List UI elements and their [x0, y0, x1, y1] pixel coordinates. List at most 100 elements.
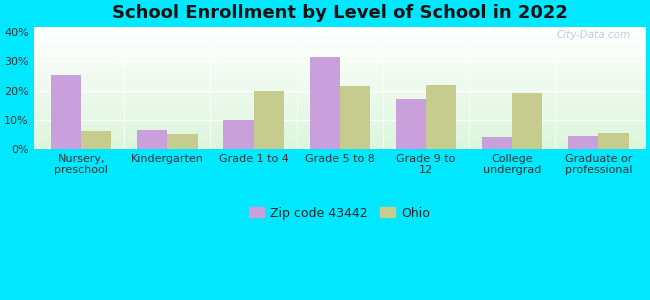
Bar	[34, 113, 646, 114]
Bar	[34, 116, 646, 117]
Bar	[34, 37, 646, 38]
Bar	[34, 55, 646, 56]
Bar	[34, 71, 646, 72]
Bar	[34, 98, 646, 99]
Bar	[482, 137, 512, 149]
Bar	[34, 94, 646, 95]
Bar	[34, 93, 646, 94]
Bar	[34, 122, 646, 123]
Bar	[168, 134, 198, 149]
Bar	[34, 138, 646, 139]
Bar	[34, 76, 646, 77]
Bar	[34, 101, 646, 102]
Bar	[34, 54, 646, 55]
Bar	[51, 74, 81, 149]
Bar	[34, 34, 646, 35]
Bar	[34, 40, 646, 41]
Bar	[34, 111, 646, 112]
Bar	[34, 85, 646, 86]
Bar	[34, 69, 646, 70]
Bar	[254, 91, 284, 149]
Bar	[34, 107, 646, 108]
Bar	[34, 44, 646, 45]
Bar	[34, 80, 646, 81]
Bar	[396, 99, 426, 149]
Bar	[34, 128, 646, 129]
Bar	[34, 61, 646, 62]
Bar	[34, 63, 646, 64]
Bar	[34, 124, 646, 125]
Bar	[34, 106, 646, 107]
Bar	[34, 75, 646, 76]
Bar	[34, 129, 646, 130]
Bar	[34, 136, 646, 137]
Bar	[426, 85, 456, 149]
Bar	[599, 133, 629, 149]
Bar	[34, 56, 646, 57]
Bar	[34, 40, 646, 41]
Bar	[34, 68, 646, 69]
Bar	[34, 57, 646, 58]
Bar	[34, 53, 646, 54]
Bar	[34, 131, 646, 132]
Bar	[34, 81, 646, 82]
Bar	[34, 119, 646, 120]
Bar	[34, 125, 646, 126]
Bar	[34, 29, 646, 30]
Bar	[34, 142, 646, 143]
Bar	[34, 26, 646, 27]
Bar	[34, 112, 646, 113]
Bar	[34, 32, 646, 33]
Bar	[34, 49, 646, 50]
Bar	[34, 120, 646, 121]
Bar	[34, 135, 646, 136]
Bar	[34, 99, 646, 100]
Bar	[34, 83, 646, 84]
Bar	[568, 136, 599, 149]
Bar	[34, 50, 646, 51]
Bar	[34, 36, 646, 37]
Bar	[34, 66, 646, 67]
Bar	[34, 147, 646, 148]
Title: School Enrollment by Level of School in 2022: School Enrollment by Level of School in …	[112, 4, 567, 22]
Bar	[34, 108, 646, 109]
Bar	[34, 59, 646, 60]
Bar	[34, 65, 646, 66]
Bar	[34, 96, 646, 97]
Bar	[34, 51, 646, 52]
Bar	[309, 57, 340, 149]
Bar	[81, 131, 111, 149]
Bar	[34, 102, 646, 103]
Bar	[224, 120, 254, 149]
Bar	[34, 70, 646, 71]
Bar	[34, 148, 646, 149]
Bar	[137, 130, 168, 149]
Bar	[34, 95, 646, 96]
Bar	[34, 114, 646, 115]
Bar	[34, 90, 646, 91]
Bar	[34, 91, 646, 92]
Bar	[34, 105, 646, 106]
Bar	[34, 82, 646, 83]
Bar	[34, 45, 646, 46]
Bar	[34, 89, 646, 90]
Bar	[34, 27, 646, 28]
Bar	[512, 94, 542, 149]
Bar	[34, 100, 646, 101]
Bar	[34, 84, 646, 85]
Bar	[34, 88, 646, 89]
Bar	[34, 72, 646, 73]
Bar	[34, 67, 646, 68]
Bar	[34, 87, 646, 88]
Bar	[34, 145, 646, 146]
Bar	[34, 38, 646, 39]
Bar	[34, 123, 646, 124]
Bar	[34, 115, 646, 116]
Bar	[34, 103, 646, 104]
Bar	[34, 30, 646, 31]
Bar	[34, 97, 646, 98]
Bar	[34, 86, 646, 87]
Bar	[34, 31, 646, 32]
Bar	[34, 62, 646, 63]
Bar	[34, 110, 646, 111]
